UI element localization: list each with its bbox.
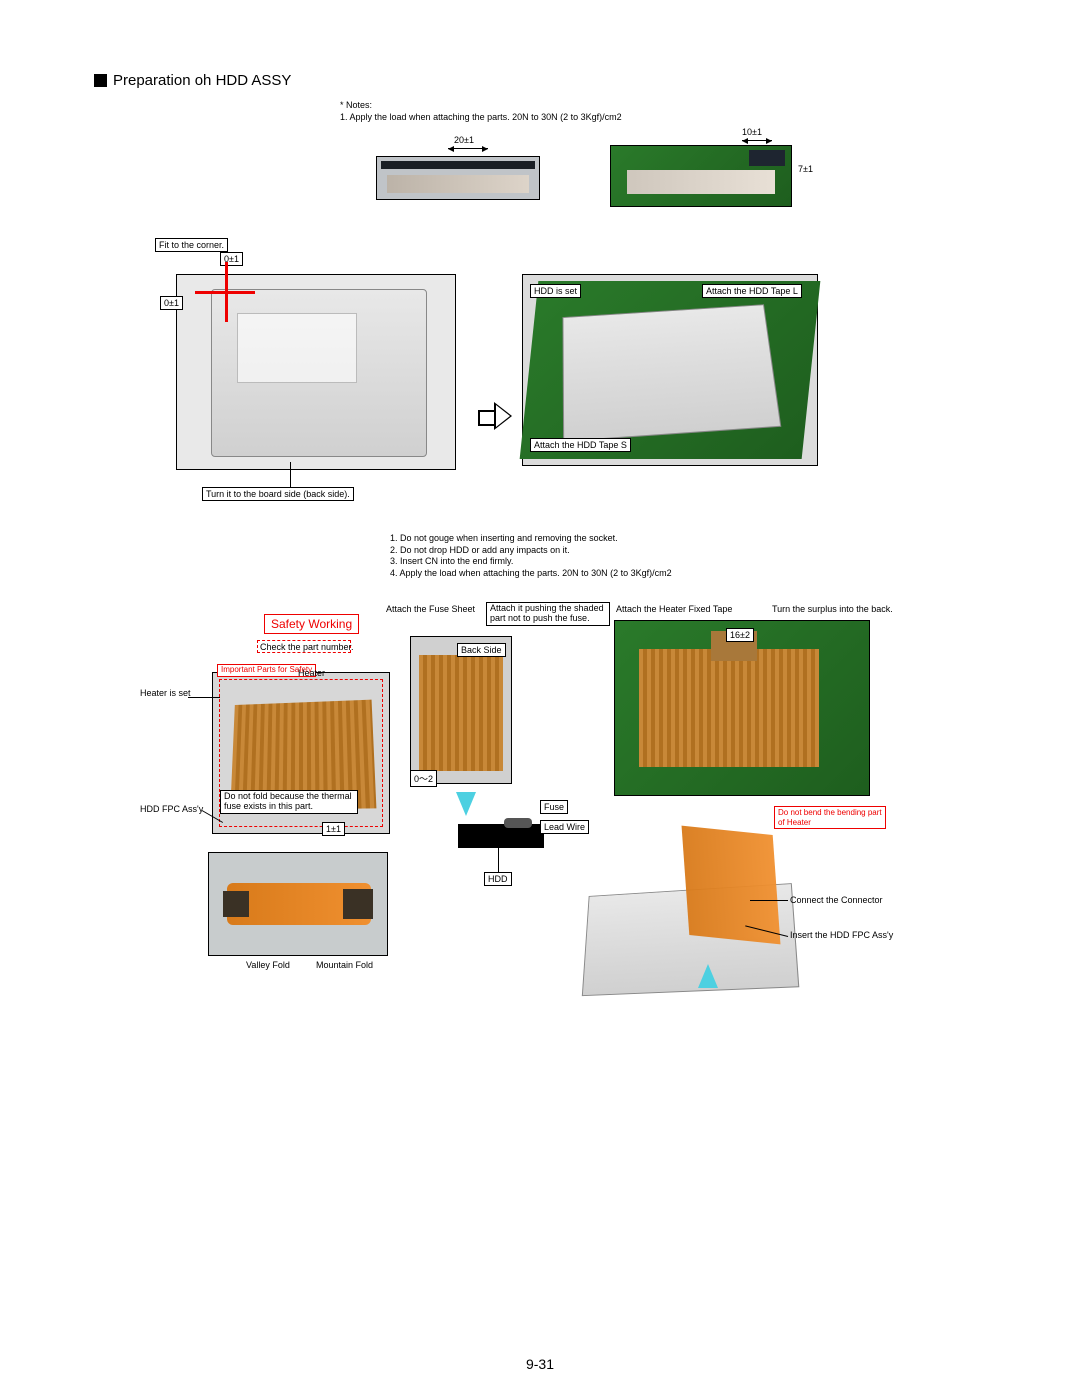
hdd-block [458,824,544,848]
title-bullet [94,74,107,87]
label-fit-corner: Fit to the corner. [155,238,228,252]
top-notes: * Notes: 1. Apply the load when attachin… [340,100,622,123]
top-notes-line1: 1. Apply the load when attaching the par… [340,112,622,124]
dim-heater-tape: 16±2 [726,628,754,642]
label-check-part: Check the part number. [260,642,354,654]
photo-heater-pcb [614,620,870,796]
label-safety-working: Safety Working [264,614,359,634]
mid-note-3: 3. Insert CN into the end firmly. [390,556,672,568]
label-nofold: Do not fold because the thermal fuse exi… [220,790,358,814]
photo-fuse-sheet [410,636,512,784]
dim-tape-s [448,148,488,149]
dim-tape-l-w [742,140,772,141]
page-number: 9-31 [0,1356,1080,1372]
dim-heater-tol: 1±1 [322,822,345,836]
label-attach-push: Attach it pushing the shaded part not to… [486,602,610,626]
label-attach-tape-s: Attach the HDD Tape S [530,438,631,452]
label-heater: Heater [298,668,325,680]
leader-connect [750,900,788,901]
label-heater-set: Heater is set [140,688,191,700]
photo-tape-s [376,156,540,200]
leader-hdd [498,848,499,872]
dim-tape-l-w-label: 10±1 [742,127,762,139]
label-valley-fold: Valley Fold [246,960,290,972]
mid-note-2: 2. Do not drop HDD or add any impacts on… [390,545,672,557]
leader-heater-set [188,697,220,698]
leader-turn-board [290,462,291,487]
mid-notes: 1. Do not gouge when inserting and remov… [390,533,672,580]
label-attach-fuse-sheet: Attach the Fuse Sheet [386,604,475,616]
red-cross-v [225,262,228,322]
photo-tape-l [610,145,792,207]
label-connect-conn: Connect the Connector [790,895,883,907]
dim-tape-l-h-label: 7±1 [798,164,813,176]
label-turn-board: Turn it to the board side (back side). [202,487,354,501]
photo-fpc-flex [208,852,388,956]
label-hdd-set: HDD is set [530,284,581,298]
top-notes-head: * Notes: [340,100,622,112]
dim-corner-tol1: 0±1 [220,252,243,266]
label-attach-tape-l: Attach the HDD Tape L [702,284,802,298]
label-hdd-fpc: HDD FPC Ass'y [140,804,203,816]
label-fuse: Fuse [540,800,568,814]
cyan-arrow-icon [456,792,476,816]
label-no-bend: Do not bend the bending part of Heater [774,806,886,829]
label-hdd: HDD [484,872,512,886]
cyan-arrow-up-icon [698,964,718,988]
label-back-side: Back Side [457,643,506,657]
dim-corner-tol2: 0±1 [160,296,183,310]
page-title: Preparation oh HDD ASSY [113,72,291,89]
page-title-row: Preparation oh HDD ASSY [94,72,291,89]
label-attach-heater-tape: Attach the Heater Fixed Tape [616,604,732,616]
mid-note-1: 1. Do not gouge when inserting and remov… [390,533,672,545]
mid-note-4: 4. Apply the load when attaching the par… [390,568,672,580]
label-insert-fpc: Insert the HDD FPC Ass'y [790,930,893,942]
photo-hdd-back [176,274,456,470]
arrow-right-icon [478,402,514,430]
label-mountain-fold: Mountain Fold [316,960,373,972]
label-turn-surplus: Turn the surplus into the back. [772,604,893,616]
fuse-block [504,818,532,828]
dim-tape-s-label: 20±1 [454,135,474,147]
dim-fuse-gap: 0～2 [410,770,437,787]
